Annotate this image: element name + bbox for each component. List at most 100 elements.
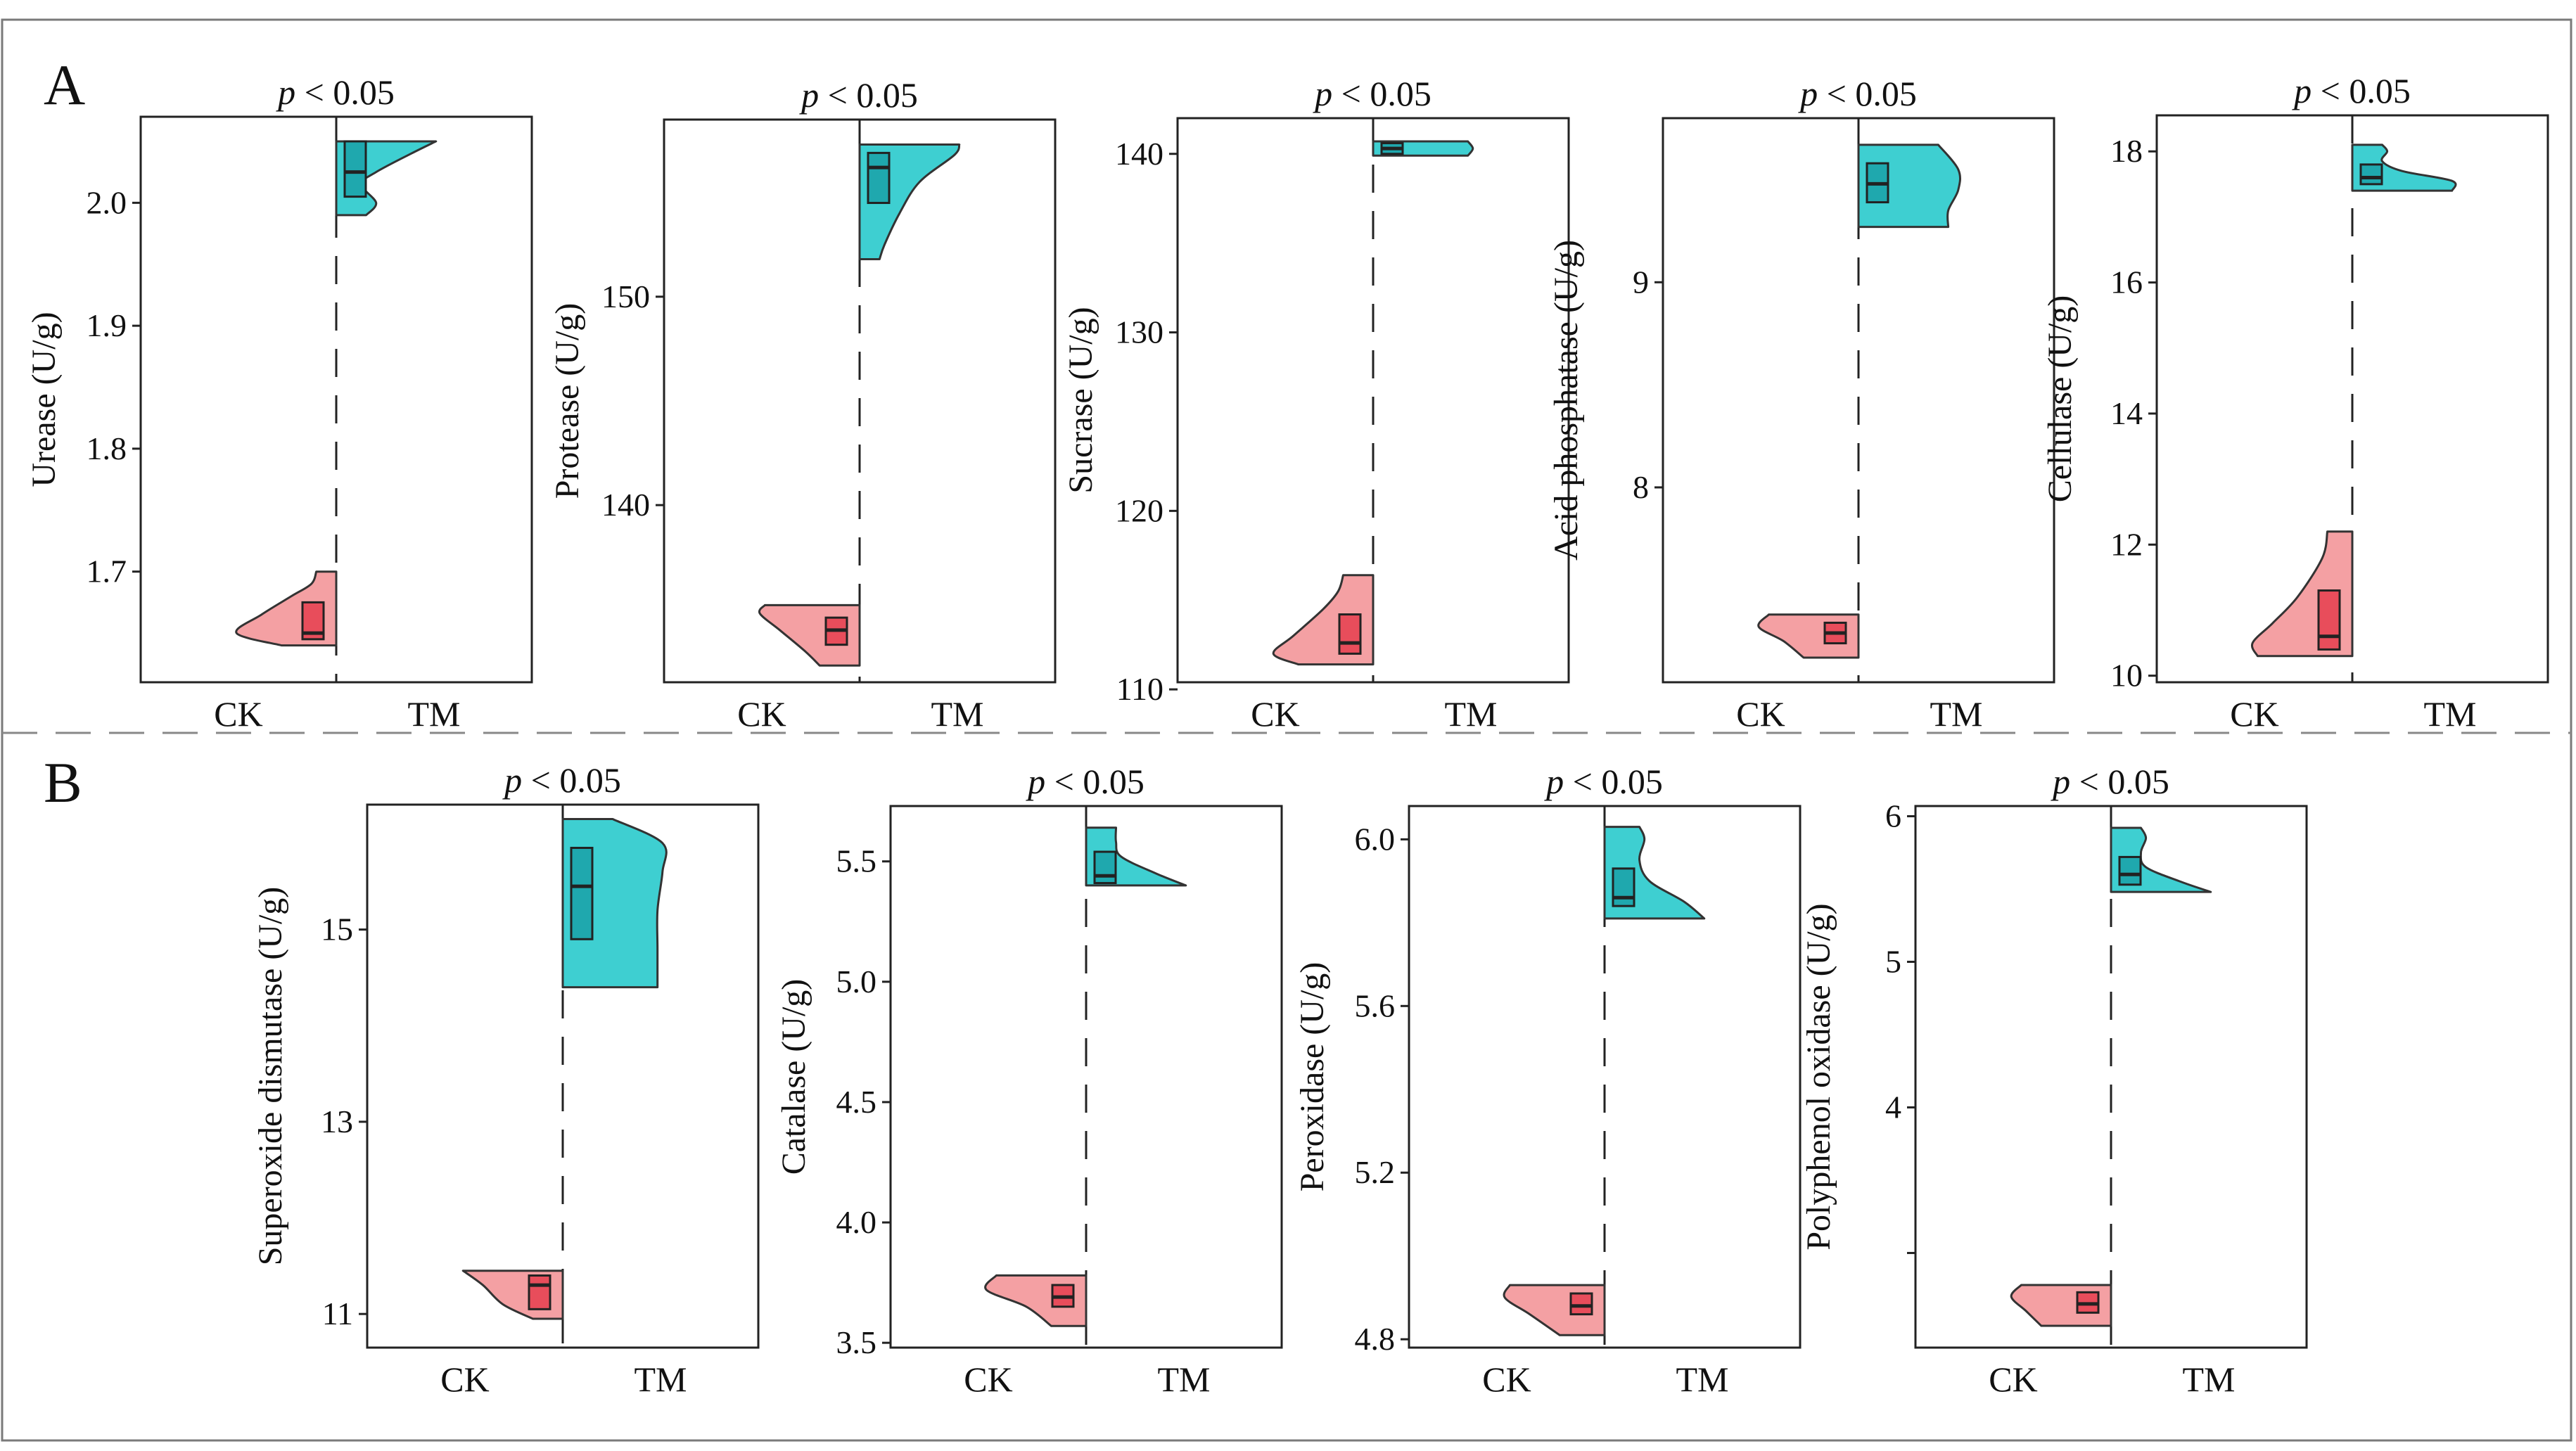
x-tick-label: CK [1251,694,1299,734]
y-tick-label: 130 [1115,314,1163,350]
y-tick-label: 6 [1885,798,1901,833]
y-tick-label: 5.6 [1355,987,1396,1023]
title-threshold: < 0.05 [1045,762,1144,801]
x-tick-label: CK [214,694,262,734]
title-threshold: < 0.05 [295,72,395,112]
chart-5: p < 0.05 10 12 14 16 18 Cellulase (U/g) CK TM [2041,71,2549,734]
title-threshold: < 0.05 [2070,762,2169,801]
y-tick-label: 1.7 [87,554,127,589]
figure-frame [1,18,2572,1442]
y-tick-label: 8 [1633,469,1649,505]
title-threshold: < 0.05 [1818,74,1917,113]
y-tick-label: 13 [321,1104,353,1139]
chart-title: p < 0.05 [1544,762,1663,801]
tm-box [570,846,594,940]
y-tick-label: 120 [1115,492,1163,528]
chart-title: p < 0.05 [2292,71,2411,110]
x-tick-label: CK [1482,1360,1531,1399]
chart-4: p < 0.05 8 9 Acid phosphatase (U/g) CK TM [1548,74,2055,734]
y-axis-label: Peroxidase (U/g) [1294,962,1331,1192]
tm-box [1093,850,1117,885]
y-tick-label: 6.0 [1355,821,1396,857]
y-tick-label: 110 [1116,671,1163,707]
y-tick-label: 140 [1115,136,1163,172]
title-p-symbol: p [1026,762,1045,801]
tm-box [2118,855,2142,886]
x-tick-label: TM [2424,694,2477,734]
y-tick-label: 3.5 [836,1324,877,1360]
title-threshold: < 0.05 [522,760,621,800]
chart-2: p < 0.05 140 150 Protease (U/g) CK TM [549,75,1057,734]
title-threshold: < 0.05 [2312,71,2411,110]
y-tick-label: 1.9 [87,307,127,343]
panel-letter-b: B [44,750,82,814]
y-tick-label: 16 [2110,264,2143,300]
x-tick-label: CK [2230,694,2278,734]
x-tick-label: TM [408,694,461,734]
chart-title: p < 0.05 [799,75,918,115]
chart-7: p < 0.05 3.5 4.0 4.5 5.0 5.5 Catalase (U/g) CK T… [775,762,1283,1399]
chart-title: p < 0.05 [1798,74,1917,113]
y-tick-label: 4.5 [836,1084,877,1120]
y-tick-label: 4.0 [836,1204,877,1240]
tm-box [2359,163,2383,186]
y-tick-label: 10 [2110,658,2143,693]
y-axis-label: Urease (U/g) [25,312,63,487]
y-axis-label: Catalase (U/g) [775,979,812,1175]
y-tick-label: 5 [1885,943,1901,979]
y-tick-label: 2.0 [87,184,127,220]
x-tick-label: TM [1676,1360,1729,1399]
y-axis-label: Acid phosphatase (U/g) [1548,240,1585,561]
chart-title: p < 0.05 [276,72,395,112]
ck-box [528,1274,551,1310]
y-tick-label: 15 [321,912,353,947]
title-threshold: < 0.05 [819,75,918,115]
y-axis-label: Cellulase (U/g) [2041,295,2079,503]
chart-title: p < 0.05 [1026,762,1144,801]
title-threshold: < 0.05 [1564,762,1663,801]
title-p-symbol: p [2292,71,2312,110]
y-tick-label: 11 [322,1296,353,1331]
chart-title: p < 0.05 [502,760,621,800]
y-tick-label: 9 [1633,264,1649,300]
chart-8: p < 0.05 4.8 5.2 5.6 6.0 Peroxidase (U/g) CK TM [1294,762,1802,1399]
y-tick-label: 12 [2110,526,2143,562]
y-tick-label: 5.2 [1355,1154,1396,1190]
x-tick-label: TM [1445,694,1498,734]
y-axis-label: Polyphenol oxidase (U/g) [1800,903,1837,1250]
title-p-symbol: p [799,75,819,115]
tm-box [343,140,367,198]
y-tick-label: 5.5 [836,843,877,879]
y-tick-label: 4 [1885,1089,1901,1125]
x-tick-label: TM [931,694,984,734]
title-p-symbol: p [1544,762,1564,801]
plot-frame [889,805,1283,1349]
chart-6: p < 0.05 11 13 15 Superoxide dismutase (U/g)… [252,760,760,1399]
y-tick-label: 5.0 [836,964,877,999]
x-tick-label: TM [1930,694,1983,734]
x-tick-label: CK [737,694,786,734]
y-tick-label: 140 [601,487,650,523]
chart-title: p < 0.05 [2051,762,2169,801]
y-axis-label: Protease (U/g) [549,303,586,499]
y-tick-label: 1.8 [87,430,127,466]
x-tick-label: TM [2183,1360,2236,1399]
x-tick-label: TM [635,1360,687,1399]
chart-9: p < 0.05 4 5 6 Polyphenol oxidase (U/g) CK TM [1800,762,2308,1399]
title-p-symbol: p [1798,74,1818,113]
chart-title: p < 0.05 [1313,74,1432,113]
ck-box [2317,589,2341,651]
title-p-symbol: p [502,760,522,800]
x-tick-label: CK [964,1360,1012,1399]
ck-box [1338,613,1362,655]
ck-box [1569,1292,1593,1316]
panel-letter-a: A [44,53,85,117]
tm-box [1612,867,1635,907]
chart-3: p < 0.05 110 120 130 140 Sucrase (U/g) CK TM [1062,74,1570,734]
y-tick-label: 4.8 [1355,1321,1396,1357]
title-p-symbol: p [1313,74,1332,113]
y-tick-label: 18 [2110,133,2143,169]
title-p-symbol: p [2051,762,2070,801]
